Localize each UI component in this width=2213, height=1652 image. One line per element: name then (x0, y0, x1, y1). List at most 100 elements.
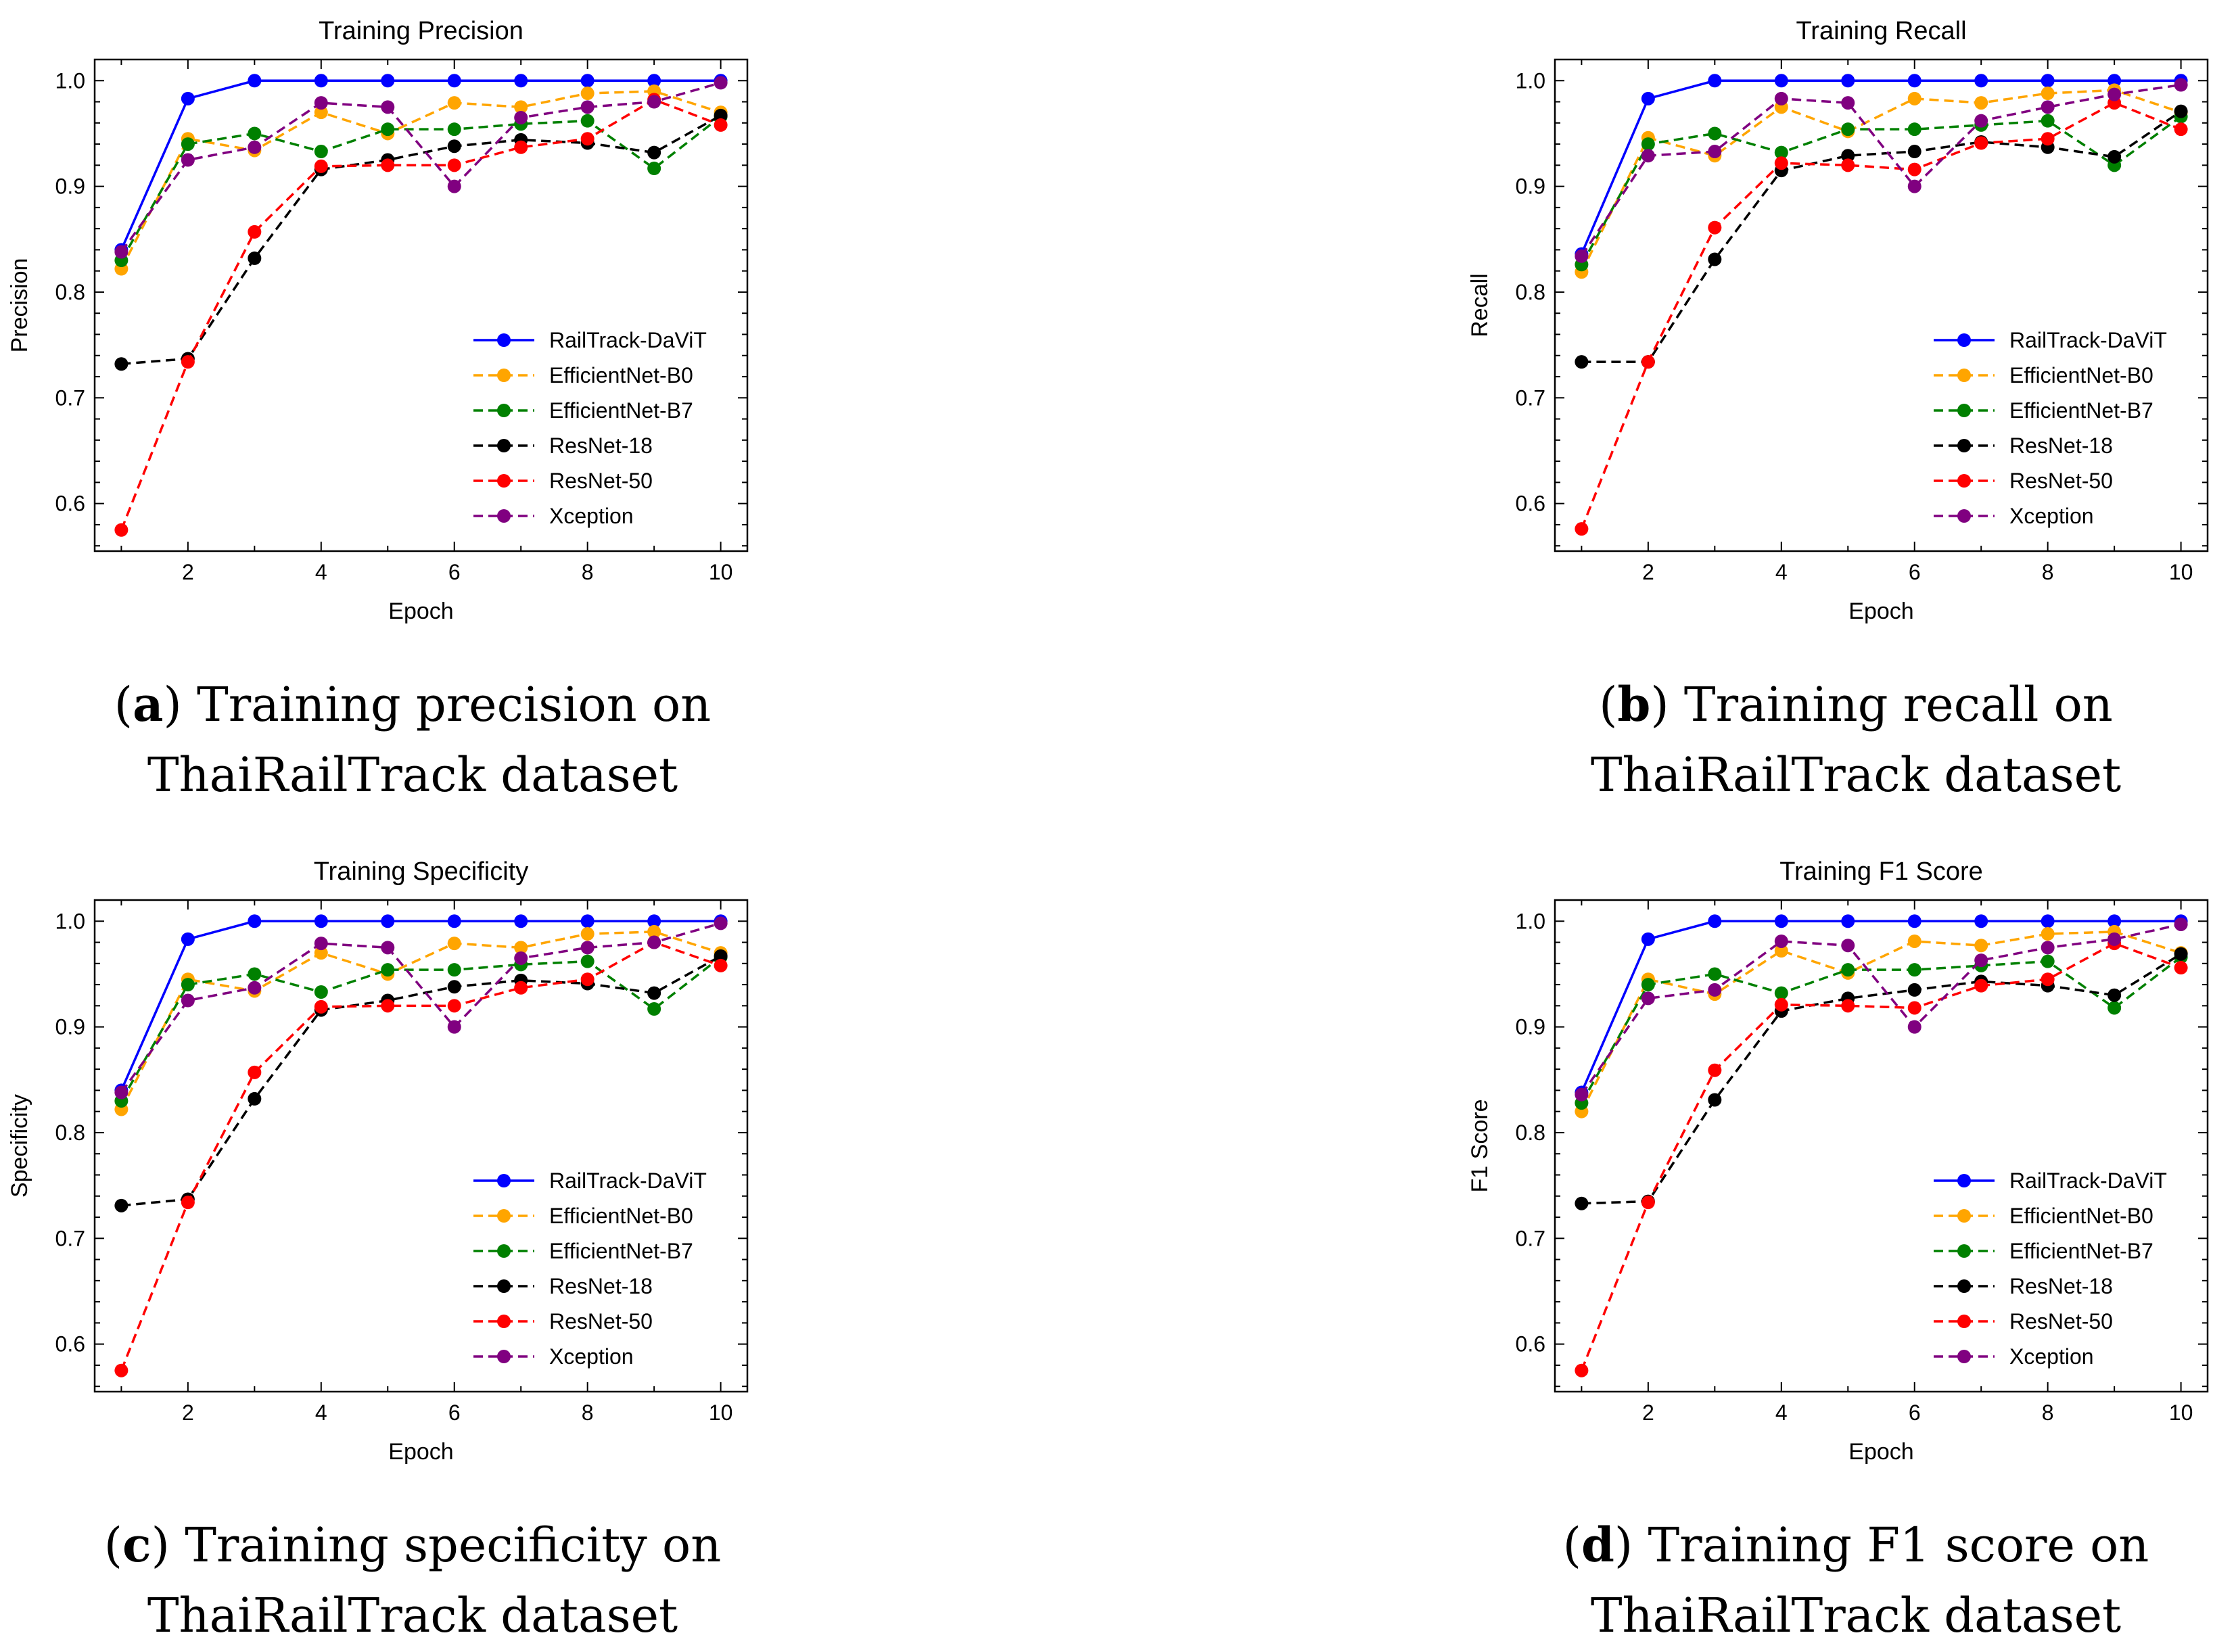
series-line (120, 956, 722, 1102)
legend-item: EfficientNet-B0 (473, 363, 693, 387)
data-point (1907, 122, 1921, 137)
data-point (447, 96, 461, 110)
legend-item: ResNet-18 (1934, 1274, 2113, 1298)
data-point (647, 986, 661, 1000)
data-point (248, 1091, 262, 1106)
series-line (1580, 930, 2182, 1112)
series-line (1580, 923, 2181, 1095)
series-line (1580, 956, 2182, 1104)
x-tick-label: 8 (582, 1400, 594, 1425)
y-axis-label: Precision (7, 258, 32, 353)
legend-item: Xception (473, 1344, 634, 1369)
legend-label: EfficientNet-B0 (2009, 1204, 2153, 1228)
data-point (2041, 941, 2055, 955)
y-axis-label: F1 Score (1467, 1100, 1493, 1193)
legend-marker (497, 509, 511, 523)
y-tick-label: 0.9 (1516, 1015, 1545, 1039)
y-tick-label: 0.8 (1516, 280, 1545, 304)
caption-letter: c (122, 1517, 152, 1573)
data-point (2041, 914, 2055, 928)
legend-marker (1957, 509, 1971, 523)
legend-label: RailTrack-DaViT (549, 1169, 707, 1193)
y-tick-label: 0.9 (55, 1015, 85, 1039)
series-line (120, 81, 722, 253)
legend-item: EfficientNet-B7 (473, 398, 693, 423)
series-efficientnet-b7 (1575, 950, 2188, 1110)
data-point (514, 110, 528, 124)
series-line (1580, 83, 2181, 257)
legend-label: Xception (549, 504, 634, 528)
data-point (1907, 963, 1921, 977)
legend-item: RailTrack-DaViT (473, 1169, 707, 1193)
y-tick-label: 0.7 (55, 385, 85, 410)
data-point (2041, 132, 2055, 146)
x-axis-label: Epoch (1848, 598, 1913, 624)
plot-frame (93, 899, 749, 1393)
x-tick-label: 2 (182, 560, 194, 584)
data-point (1974, 914, 1988, 928)
series-efficientnet-b7 (114, 950, 728, 1108)
data-point (1907, 91, 1921, 105)
data-point (2174, 961, 2188, 975)
data-point (647, 935, 661, 949)
caption-a: (a) Training precision on ThaiRailTrack … (114, 676, 712, 803)
data-point (647, 914, 661, 928)
data-point (514, 914, 528, 928)
data-point (114, 245, 129, 259)
data-point (248, 225, 262, 239)
caption-line2: ThaiRailTrack dataset (147, 747, 678, 803)
legend-marker (497, 1315, 511, 1328)
y-tick-label: 0.6 (55, 492, 85, 516)
series-line (120, 79, 721, 251)
data-point (1575, 249, 1589, 263)
legend-item: ResNet-18 (1934, 433, 2113, 458)
data-point (1907, 1001, 1921, 1015)
data-point (1575, 1363, 1589, 1377)
y-axis-label: Recall (1467, 273, 1493, 337)
data-point (580, 114, 595, 128)
series-line (120, 90, 722, 270)
data-point (2041, 74, 2055, 88)
y-tick-label: 1.0 (1516, 909, 1545, 933)
data-point (447, 74, 461, 88)
data-point (1708, 914, 1722, 928)
data-point (647, 95, 661, 109)
legend-marker (1957, 1244, 1971, 1258)
y-tick-label: 0.6 (1516, 492, 1545, 516)
data-point (647, 74, 661, 88)
data-point (1841, 939, 1855, 953)
legend-marker (497, 1279, 511, 1293)
data-point (1708, 967, 1722, 981)
legend-label: EfficientNet-B7 (2009, 398, 2153, 423)
x-axis-label: Epoch (388, 598, 453, 624)
data-point (314, 96, 328, 110)
legend-label: ResNet-18 (2009, 1274, 2113, 1298)
legend-label: Xception (2009, 504, 2094, 528)
panel-b: Training Recall 2 4 6 8 10 0.6 0.7 0.8 0.9 1.0 Epoc… (1445, 0, 2213, 811)
legend-marker (1957, 1350, 1971, 1363)
caption-d: (d) Training F1 score on ThaiRailTrack d… (1562, 1517, 2149, 1643)
series-railtrack-davit (114, 74, 728, 257)
data-point (381, 941, 395, 955)
legend: RailTrack-DaViT EfficientNet-B0 EfficientN… (1934, 328, 2167, 528)
data-point (447, 937, 461, 951)
legend-label: EfficientNet-B0 (549, 363, 693, 387)
data-point (2107, 914, 2122, 928)
x-tick-label: 10 (709, 1400, 733, 1425)
data-point (248, 251, 262, 265)
series-resnet-50 (1575, 937, 2188, 1377)
caption-line2: ThaiRailTrack dataset (1590, 747, 2122, 803)
data-point (248, 914, 262, 928)
data-point (314, 105, 328, 120)
data-point (714, 949, 728, 963)
data-point (314, 985, 328, 999)
series-xception (114, 76, 728, 259)
data-point (514, 100, 528, 114)
data-point (1708, 1063, 1722, 1077)
data-point (1841, 149, 1855, 163)
data-point (580, 100, 595, 114)
data-point (2107, 1001, 2122, 1015)
series-line (1580, 116, 2182, 266)
data-point (2107, 932, 2122, 946)
data-point (1708, 252, 1722, 266)
